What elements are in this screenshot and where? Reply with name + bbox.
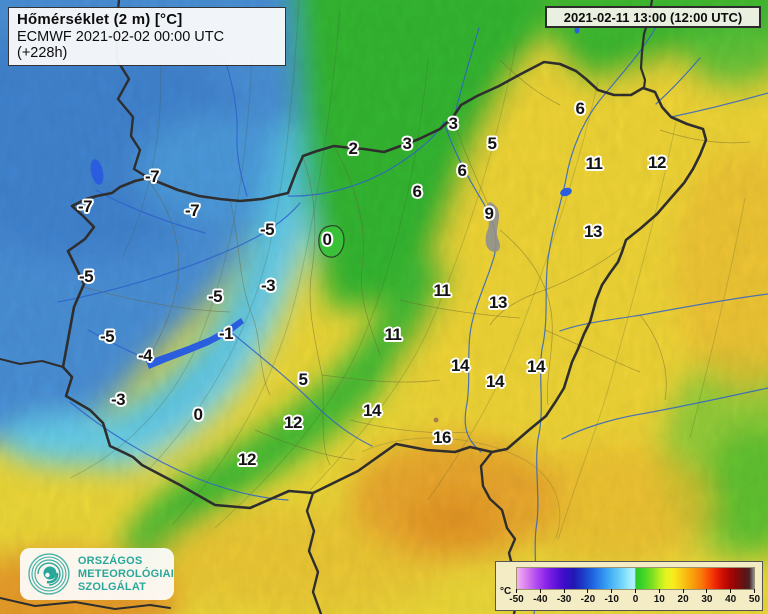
- colorbar-tick: -30: [557, 589, 571, 609]
- urban-areas: [433, 202, 501, 423]
- temperature-label: -5: [99, 327, 115, 346]
- temperature-label: -7: [184, 201, 200, 220]
- temperature-label: 2: [348, 139, 358, 158]
- colorbar-tick: -20: [581, 589, 595, 609]
- temperature-label: 0: [193, 405, 203, 424]
- colorbar-tick: -40: [533, 589, 548, 609]
- temperature-label: -5: [259, 220, 275, 239]
- colorbar-tick: -10: [604, 589, 619, 609]
- temperature-label: 11: [384, 325, 402, 344]
- lake-tisza: [560, 187, 572, 197]
- temperature-label: -3: [110, 390, 126, 409]
- temperature-label: 6: [412, 182, 422, 201]
- temperature-label: 5: [487, 134, 497, 153]
- temperature-label: -5: [78, 267, 94, 286]
- temperature-label: 14: [451, 356, 469, 375]
- omsz-logo: ORSZÁGOS METEOROLÓGIAI SZOLGÁLAT: [20, 548, 174, 600]
- product-title: Hőmérséklet (2 m) [°C]: [17, 11, 183, 28]
- logo-line-2: METEOROLÓGIAI: [77, 567, 174, 580]
- temperature-label: 5: [298, 370, 308, 389]
- colorbar-tick: 30: [701, 589, 712, 609]
- temperature-colorbar: °C -50 -40 -30 -20 -10 0 10 20 30 40 50: [495, 561, 763, 611]
- temperature-label: 12: [284, 413, 302, 432]
- isotherm-contours: [69, 0, 746, 541]
- temperature-label: 9: [484, 204, 494, 223]
- temperature-label: -5: [207, 287, 223, 306]
- temperature-label: 11: [433, 281, 451, 300]
- temperature-label: 3: [402, 134, 412, 153]
- temperature-label: 13: [489, 293, 507, 312]
- logo-line-1: ORSZÁGOS: [77, 554, 143, 567]
- colorbar-tick: 50: [749, 589, 760, 609]
- hungary-border: [61, 60, 708, 510]
- colorbar-ticks: -50 -40 -30 -20 -10 0 10 20 30 40 50: [509, 589, 760, 609]
- colorbar-gradient: [516, 567, 755, 590]
- temperature-label: 14: [363, 401, 381, 420]
- temperature-label: 11: [585, 154, 603, 173]
- budapest-urban-area: [485, 202, 501, 252]
- colorbar-tick: 10: [654, 589, 665, 609]
- temperature-label: 16: [433, 428, 451, 447]
- colorbar-tick: 20: [678, 589, 689, 609]
- valid-time-box: 2021-02-11 13:00 (12:00 UTC): [545, 6, 761, 28]
- temperature-label: 13: [584, 222, 602, 241]
- colorbar-tick: 0: [633, 589, 638, 609]
- logo-line-3: SZOLGÁLAT: [77, 580, 147, 593]
- lake-balaton: [146, 318, 244, 369]
- temperature-label: -7: [77, 197, 93, 216]
- omsz-spiral-icon: [28, 553, 70, 595]
- temperature-label: -4: [137, 346, 153, 365]
- rivers: [57, 26, 768, 614]
- temperature-label: 14: [527, 357, 545, 376]
- temperature-label: 12: [238, 450, 256, 469]
- temperature-label: 0: [322, 230, 332, 249]
- temperature-label: -3: [260, 276, 276, 295]
- model-run-info: ECMWF 2021-02-02 00:00 UTC (+228h): [17, 29, 225, 61]
- temperature-label: 12: [648, 153, 666, 172]
- temperature-label: 3: [448, 114, 458, 133]
- lakes: [90, 26, 580, 369]
- forecast-info-box: Hőmérséklet (2 m) [°C] ECMWF 2021-02-02 …: [8, 7, 286, 66]
- temperature-label: -1: [218, 324, 234, 343]
- colorbar-unit-label: °C: [500, 586, 512, 597]
- temperature-label: 14: [486, 372, 504, 391]
- colorbar-tick: -50: [509, 589, 524, 609]
- temperature-label: -7: [144, 167, 160, 186]
- county-borders: [82, 59, 751, 466]
- temperature-label: 6: [457, 161, 467, 180]
- temperature-label: 6: [575, 99, 585, 118]
- lake-ferto: [90, 159, 104, 185]
- closed-isotherm-loop: [318, 225, 345, 258]
- colorbar-tick: 40: [725, 589, 736, 609]
